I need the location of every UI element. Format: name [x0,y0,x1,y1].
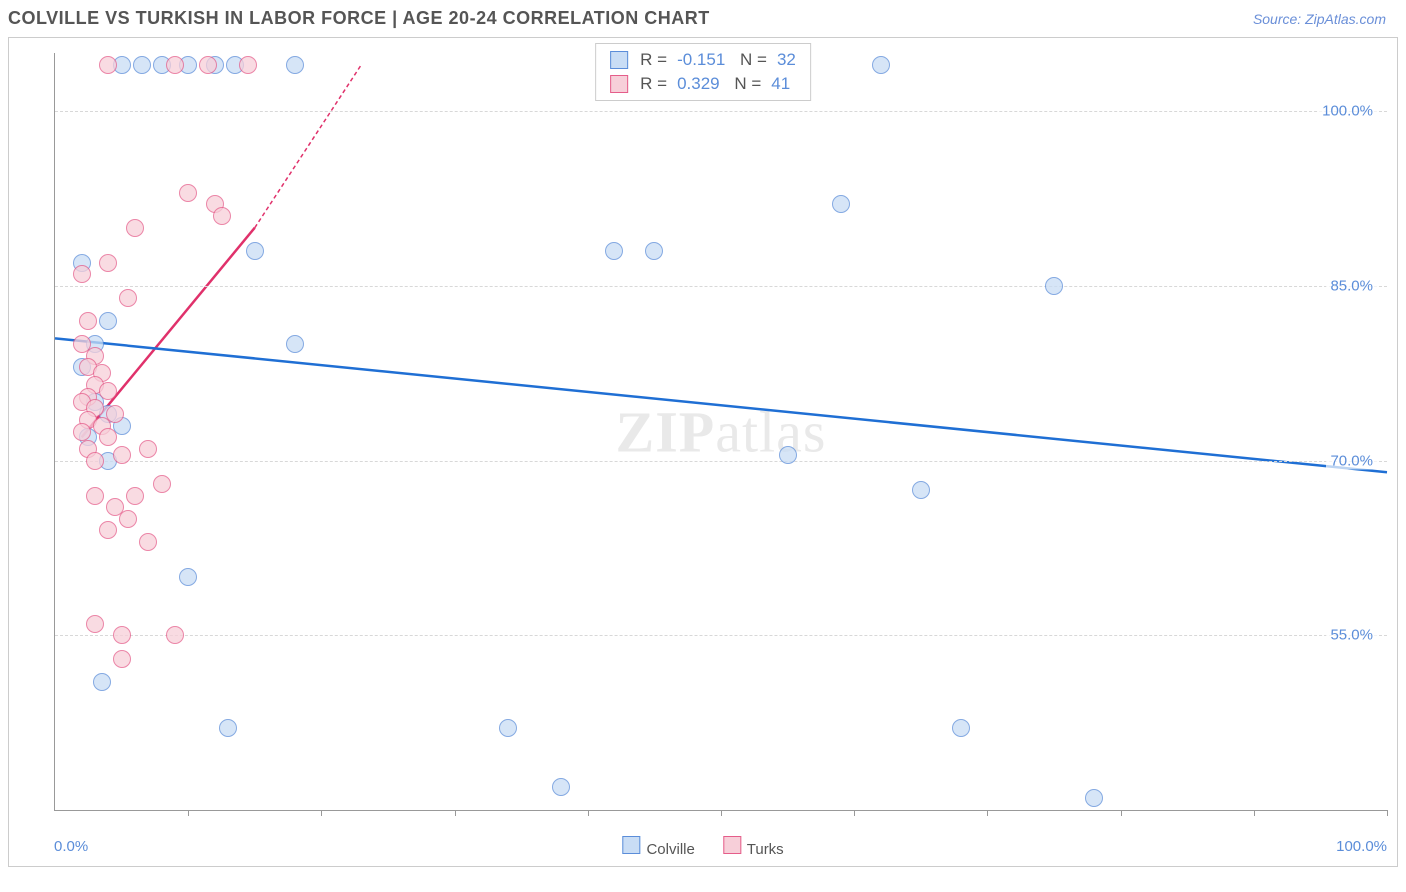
scatter-point [286,56,304,74]
scatter-point [139,533,157,551]
scatter-point [872,56,890,74]
x-min-label: 0.0% [54,838,88,855]
y-tick-label: 55.0% [1326,627,1377,644]
legend-swatch-colville [622,836,640,854]
scatter-point [93,673,111,691]
stat-n-colville: 32 [777,48,796,72]
stat-n-turks: 41 [771,72,790,96]
scatter-point [1085,789,1103,807]
scatter-point [79,312,97,330]
scatter-point [1045,277,1063,295]
scatter-point [99,521,117,539]
legend: Colville Turks [622,836,783,858]
plot-area: ZIPatlas 55.0% 70.0% 85.0% 100.0% [54,53,1387,811]
legend-label-colville: Colville [646,841,694,858]
scatter-point [99,382,117,400]
legend-swatch-turks [723,836,741,854]
scatter-point [126,219,144,237]
scatter-point [99,428,117,446]
swatch-colville [610,51,628,69]
scatter-point [952,719,970,737]
x-tick [854,810,855,816]
scatter-point [73,265,91,283]
scatter-point [153,475,171,493]
scatter-point [113,650,131,668]
scatter-point [113,446,131,464]
scatter-point [199,56,217,74]
scatter-point [113,626,131,644]
gridline [55,286,1387,287]
scatter-point [912,481,930,499]
scatter-point [99,56,117,74]
legend-item-turks: Turks [723,836,784,858]
scatter-point [119,289,137,307]
scatter-point [86,452,104,470]
scatter-point [99,312,117,330]
source-link[interactable]: ZipAtlas.com [1305,11,1386,27]
trend-line [255,65,362,228]
stat-n-label: N = [730,72,762,96]
scatter-point [166,56,184,74]
scatter-point [179,184,197,202]
scatter-point [126,487,144,505]
x-tick [1254,810,1255,816]
scatter-point [166,626,184,644]
x-tick [1387,810,1388,816]
scatter-point [86,487,104,505]
trend-line [55,338,1387,472]
scatter-point [139,440,157,458]
scatter-point [119,510,137,528]
scatter-point [133,56,151,74]
gridline [55,461,1387,462]
scatter-point [219,719,237,737]
legend-label-turks: Turks [747,841,784,858]
watermark-bold: ZIP [616,399,716,464]
stat-r-turks: 0.329 [677,72,720,96]
scatter-point [779,446,797,464]
correlation-stats-box: R = -0.151 N = 32 R = 0.329 N = 41 [595,43,811,101]
x-tick [188,810,189,816]
y-tick-label: 100.0% [1318,103,1377,120]
y-tick-label: 70.0% [1326,452,1377,469]
watermark-light: atlas [715,399,826,464]
x-tick [455,810,456,816]
scatter-point [645,242,663,260]
gridline [55,635,1387,636]
x-tick [721,810,722,816]
scatter-point [605,242,623,260]
x-max-label: 100.0% [1336,838,1387,855]
legend-item-colville: Colville [622,836,695,858]
source-attribution: Source: ZipAtlas.com [1253,11,1386,27]
stats-row-colville: R = -0.151 N = 32 [610,48,796,72]
source-prefix: Source: [1253,11,1305,27]
y-tick-label: 85.0% [1326,277,1377,294]
scatter-point [499,719,517,737]
chart-container: In Labor Force | Age 20-24 ZIPatlas 55.0… [8,37,1398,867]
stats-row-turks: R = 0.329 N = 41 [610,72,796,96]
x-tick [321,810,322,816]
scatter-point [213,207,231,225]
scatter-point [832,195,850,213]
x-tick [987,810,988,816]
trend-lines-svg [55,53,1387,810]
x-tick [1121,810,1122,816]
scatter-point [552,778,570,796]
swatch-turks [610,75,628,93]
chart-title: COLVILLE VS TURKISH IN LABOR FORCE | AGE… [8,8,710,29]
stat-r-colville: -0.151 [677,48,725,72]
stat-r-label: R = [640,72,667,96]
scatter-point [179,568,197,586]
chart-header: COLVILLE VS TURKISH IN LABOR FORCE | AGE… [0,0,1406,33]
scatter-point [73,423,91,441]
scatter-point [86,615,104,633]
scatter-point [99,254,117,272]
stat-r-label: R = [640,48,667,72]
scatter-point [286,335,304,353]
scatter-point [239,56,257,74]
stat-n-label: N = [735,48,767,72]
gridline [55,111,1387,112]
x-tick [588,810,589,816]
scatter-point [246,242,264,260]
